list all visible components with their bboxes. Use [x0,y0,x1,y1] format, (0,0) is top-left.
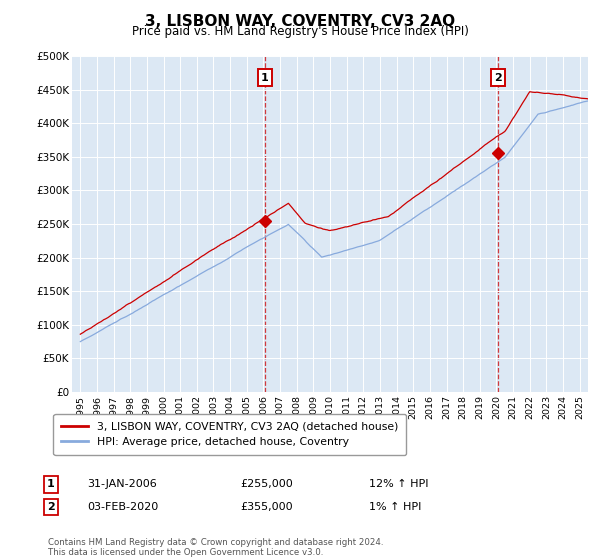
Text: 1: 1 [261,72,269,82]
Text: 1: 1 [47,479,55,489]
Text: 03-FEB-2020: 03-FEB-2020 [87,502,158,512]
Text: £355,000: £355,000 [240,502,293,512]
Text: £255,000: £255,000 [240,479,293,489]
Text: Contains HM Land Registry data © Crown copyright and database right 2024.
This d: Contains HM Land Registry data © Crown c… [48,538,383,557]
Text: 1% ↑ HPI: 1% ↑ HPI [369,502,421,512]
Text: Price paid vs. HM Land Registry's House Price Index (HPI): Price paid vs. HM Land Registry's House … [131,25,469,38]
Text: 3, LISBON WAY, COVENTRY, CV3 2AQ: 3, LISBON WAY, COVENTRY, CV3 2AQ [145,14,455,29]
Text: 31-JAN-2006: 31-JAN-2006 [87,479,157,489]
Legend: 3, LISBON WAY, COVENTRY, CV3 2AQ (detached house), HPI: Average price, detached : 3, LISBON WAY, COVENTRY, CV3 2AQ (detach… [53,414,406,455]
Text: 2: 2 [47,502,55,512]
Text: 12% ↑ HPI: 12% ↑ HPI [369,479,428,489]
Text: 2: 2 [494,72,502,82]
